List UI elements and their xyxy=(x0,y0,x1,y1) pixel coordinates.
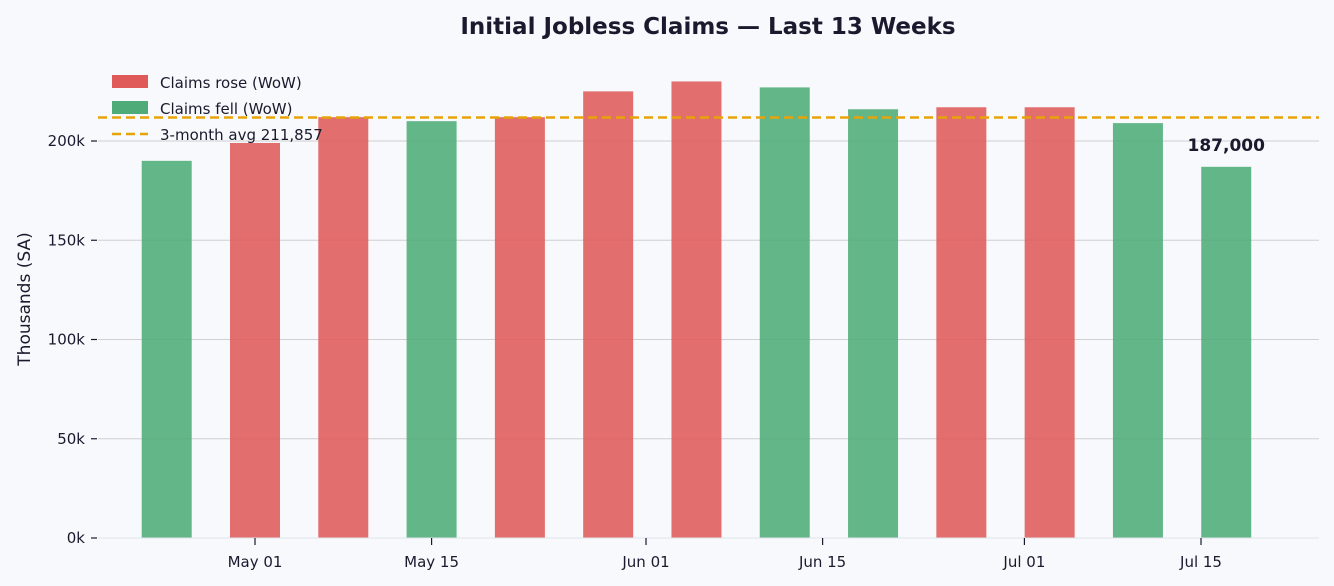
y-axis-label: Thousands (SA) xyxy=(15,232,35,366)
bar-rose xyxy=(671,81,722,538)
x-tick-label: Jul 01 xyxy=(1002,553,1045,571)
y-tick-label: 200k xyxy=(48,132,86,150)
last-value-annotation: 187,000 xyxy=(1188,136,1266,156)
legend-label-fell: Claims fell (WoW) xyxy=(160,100,292,118)
legend: Claims rose (WoW) Claims fell (WoW) 3-mont… xyxy=(112,74,323,144)
bar-fell xyxy=(848,109,899,539)
bar-fell xyxy=(759,87,810,538)
bar-rose xyxy=(936,107,987,538)
legend-label-avg: 3-month avg 211,857 xyxy=(160,126,323,144)
y-tick-label: 100k xyxy=(48,331,86,349)
axes: 0k 50k 100k 150k 200k May 01 May 15 Jun 01 Jun 1… xyxy=(48,132,1319,571)
bars xyxy=(141,81,1252,539)
bar-fell xyxy=(1201,166,1252,538)
bar-rose xyxy=(494,117,545,539)
y-tick-label: 50k xyxy=(57,430,85,448)
y-tick-label: 150k xyxy=(48,231,86,249)
chart-title: Initial Jobless Claims — Last 13 Weeks xyxy=(460,14,955,40)
legend-swatch-rose xyxy=(112,75,148,88)
x-tick-label: Jun 15 xyxy=(798,553,846,571)
bar-fell xyxy=(406,121,457,539)
x-tick-label: May 01 xyxy=(228,553,283,571)
x-tick-label: Jun 01 xyxy=(621,553,669,571)
bar-rose xyxy=(583,91,634,538)
legend-swatch-fell xyxy=(112,101,148,114)
y-tick-label: 0k xyxy=(67,529,86,547)
x-tick-label: May 15 xyxy=(404,553,459,571)
legend-label-rose: Claims rose (WoW) xyxy=(160,74,302,92)
bar-rose xyxy=(1024,107,1075,538)
bar-fell xyxy=(1112,123,1163,538)
bar-rose xyxy=(230,142,280,539)
bar-rose xyxy=(318,117,369,539)
x-tick-label: Jul 15 xyxy=(1179,553,1222,571)
bar-fell xyxy=(141,160,192,538)
